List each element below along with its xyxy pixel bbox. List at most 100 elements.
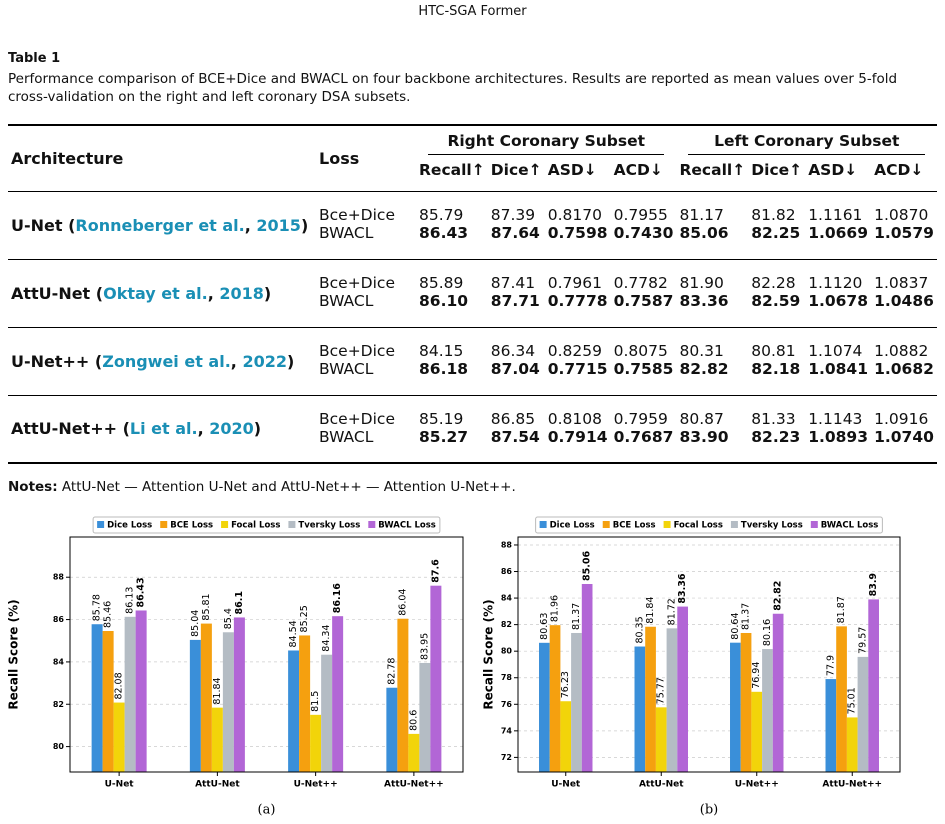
value-cell: 85.79 xyxy=(419,206,464,224)
value-label: 85.04 xyxy=(190,610,201,637)
value-label: 85.46 xyxy=(103,601,114,628)
bar xyxy=(419,662,431,772)
x-tick-label: U-Net xyxy=(551,780,581,790)
architecture-cell: U-Net (Ronneberger et al., 2015) xyxy=(8,191,316,259)
bar xyxy=(655,707,667,772)
table-row: U-Net (Ronneberger et al., 2015) Bce+Dice… xyxy=(8,191,937,235)
value-cell: 1.0486 xyxy=(874,292,934,310)
value-label: 80.6 xyxy=(408,710,419,731)
bar xyxy=(91,624,103,772)
chart-a: 80 82 84 86 88 U-Net 85.78 85.46 82.08 86.13 86.43… xyxy=(7,516,464,818)
bar xyxy=(310,714,322,772)
value-label: 83.9 xyxy=(868,573,879,596)
architecture-name: AttU-Net ( xyxy=(11,283,104,303)
architecture-name: AttU-Net++ ( xyxy=(11,419,130,439)
value-cell: 80.81 xyxy=(751,342,796,360)
value-cell: 86.18 xyxy=(419,360,469,378)
value-cell: 0.7430 xyxy=(613,224,674,242)
column-header: Recall↑ xyxy=(679,161,746,179)
caption: (a) xyxy=(258,803,276,818)
bar xyxy=(102,631,114,772)
bar xyxy=(772,613,784,772)
bar xyxy=(560,701,572,772)
value-cell: 87.41 xyxy=(490,274,536,292)
value-cell: 85.89 xyxy=(419,274,464,292)
value-label: 86.04 xyxy=(397,589,408,616)
y-tick-label: 76 xyxy=(501,700,513,709)
value-cell: 81.82 xyxy=(751,206,796,224)
legend-label: BCE Loss xyxy=(170,521,213,531)
table-row: BWACL 86.10 87.71 0.7778 0.7587 83.36 82.59 1.0… xyxy=(8,292,937,327)
x-tick-label: AttU-Net++ xyxy=(384,780,444,790)
legend-swatch xyxy=(160,521,168,528)
value-cell: 0.7778 xyxy=(547,292,608,310)
bar xyxy=(135,610,147,772)
group-title: Left Coronary Subset xyxy=(688,132,925,155)
value-cell: 86.85 xyxy=(490,410,536,428)
value-label: 82.82 xyxy=(773,581,784,611)
plot-frame xyxy=(517,536,901,773)
value-label: 82.78 xyxy=(386,658,397,685)
value-label: 81.37 xyxy=(741,603,752,630)
legend-swatch xyxy=(288,521,296,528)
bar xyxy=(634,646,646,772)
value-cell: 0.7598 xyxy=(547,224,608,242)
notes-label: Notes: xyxy=(8,479,58,495)
notes-text: AttU-Net — Attention U-Net and AttU-Net+… xyxy=(57,479,516,495)
value-label: 80.35 xyxy=(634,616,645,643)
plot-frame xyxy=(69,536,464,773)
legend-swatch xyxy=(539,521,547,528)
value-cell: 83.36 xyxy=(679,292,729,310)
loss-cell: Bce+Dice xyxy=(319,342,395,360)
architecture-cell: U-Net++ (Zongwei et al., 2022) xyxy=(8,327,316,395)
value-cell: 82.59 xyxy=(751,292,801,310)
legend-label: Dice Loss xyxy=(107,521,152,531)
bar xyxy=(581,584,593,772)
column-header: ACD↓ xyxy=(613,161,663,179)
subheader-row: Recall↑ Dice↑ ASD↓ ACD↓ Recall↑ Dice↑ ASD↓ ACD↓ xyxy=(8,161,937,191)
value-label: 86.16 xyxy=(332,583,343,613)
bar xyxy=(113,702,125,772)
legend-label: BWACL Loss xyxy=(378,521,436,531)
bar xyxy=(666,628,678,772)
y-axis-label: Recall Score (%) xyxy=(7,599,21,709)
value-label: 79.57 xyxy=(857,627,868,654)
legend-swatch xyxy=(221,521,229,528)
bar xyxy=(571,632,582,772)
value-cell: 0.7587 xyxy=(613,292,674,310)
value-cell: 1.0682 xyxy=(874,360,934,378)
value-label: 77.9 xyxy=(825,655,836,676)
value-cell: 1.1120 xyxy=(808,274,863,292)
value-cell: 80.31 xyxy=(679,342,724,360)
value-label: 85.4 xyxy=(223,608,234,629)
value-cell: 0.8170 xyxy=(547,206,602,224)
architecture-name: ) xyxy=(300,215,309,235)
architecture-cell: AttU-Net (Oktay et al., 2018) xyxy=(8,259,316,327)
group-header: Right Coronary Subset xyxy=(416,125,676,161)
y-tick-label: 82 xyxy=(53,700,64,709)
legend-label: Tversky Loss xyxy=(298,521,360,531)
value-cell: 1.0916 xyxy=(874,410,929,428)
value-label: 76.94 xyxy=(751,662,762,689)
caption: (b) xyxy=(700,803,718,818)
bar xyxy=(868,599,879,772)
value-cell: 83.90 xyxy=(679,428,729,446)
legend-swatch xyxy=(810,521,818,528)
value-cell: 87.71 xyxy=(490,292,540,310)
value-cell: 0.8075 xyxy=(613,342,668,360)
bar xyxy=(386,687,398,772)
architecture-name: , xyxy=(197,419,210,439)
legend-frame xyxy=(535,516,883,534)
architecture-name: ) xyxy=(253,419,262,439)
architecture-name: U-Net++ ( xyxy=(11,351,103,371)
value-label: 75.01 xyxy=(847,687,858,714)
value-cell: 87.54 xyxy=(490,428,540,446)
bar xyxy=(321,654,333,772)
value-cell: 1.0837 xyxy=(874,274,929,292)
value-label: 84.34 xyxy=(321,625,332,652)
y-tick-label: 78 xyxy=(501,673,513,682)
table-row: AttU-Net++ (Li et al., 2020) Bce+Dice 85.1… xyxy=(8,395,937,438)
value-cell: 0.7715 xyxy=(547,360,608,378)
value-label: 87.6 xyxy=(430,559,441,583)
